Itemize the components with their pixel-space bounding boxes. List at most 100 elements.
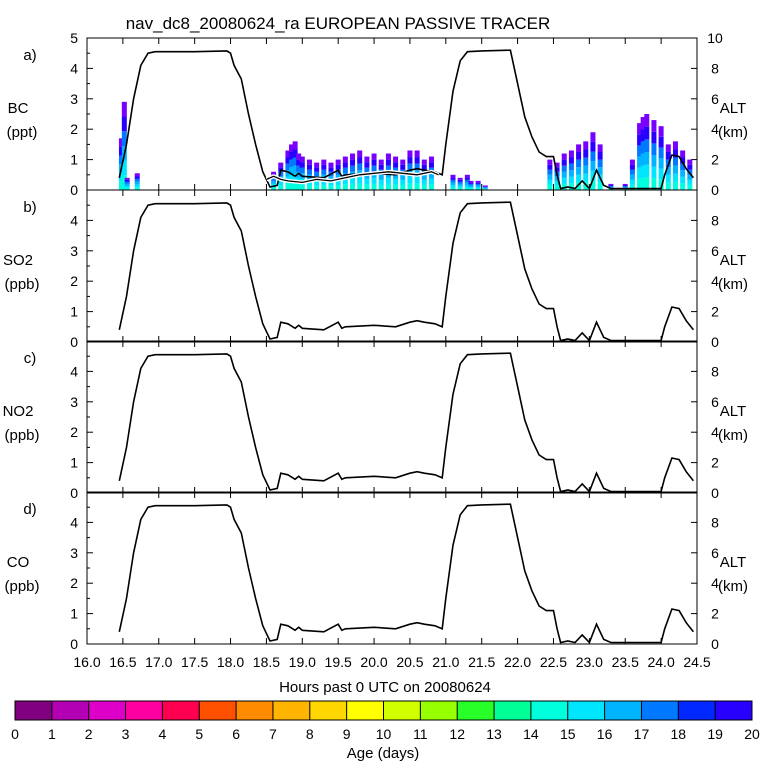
tracer-bar (651, 143, 657, 156)
tracer-bar (292, 165, 298, 174)
colorbar-swatch (420, 701, 458, 720)
tracer-bar (306, 184, 312, 190)
y-tick-label: 4 (70, 60, 78, 76)
colorbar-tick-label: 13 (486, 726, 502, 742)
tracer-bar (289, 167, 295, 175)
y2-tick-label: 4 (711, 424, 719, 440)
tracer-bar (576, 167, 582, 175)
tracer-bar (457, 181, 463, 184)
tracer-bar (299, 156, 305, 163)
x-tick-label: 24.0 (647, 654, 674, 670)
x-tick-label: 21.5 (468, 654, 495, 670)
tracer-bar (407, 176, 413, 184)
tracer-bar (468, 188, 474, 190)
tracer-bar (568, 157, 574, 164)
x-tick-label: 16.5 (109, 654, 136, 670)
y2-tick-label: 0 (711, 485, 719, 501)
x-tick-label: 23.5 (612, 654, 639, 670)
tracer-bar (568, 176, 574, 184)
y-tick-label: 2 (70, 424, 78, 440)
tracer-bar (371, 165, 377, 172)
tracer-bar (576, 159, 582, 168)
tracer-bar (672, 181, 678, 190)
y2-tick-label: 2 (711, 606, 719, 622)
colorbar-swatch (641, 701, 679, 720)
tracer-bar (665, 144, 671, 152)
tracer-bar (328, 167, 334, 172)
tracer-bar (637, 145, 643, 157)
tracer-bar (428, 162, 434, 168)
colorbar-tick-label: 0 (11, 726, 19, 742)
x-tick-label: 20.5 (396, 654, 423, 670)
altitude-line (118, 201, 695, 342)
tracer-bar (357, 163, 363, 171)
tracer-bar (134, 178, 140, 182)
tracer-bar (364, 162, 370, 168)
tracer-bar (457, 183, 463, 186)
tracer-bar (306, 159, 312, 165)
y-tick-label: 4 (70, 363, 78, 379)
tracer-bar (640, 165, 646, 178)
colorbar-tick-label: 5 (195, 726, 203, 742)
tracer-bar (640, 141, 646, 154)
tracer-bar (121, 131, 127, 146)
tracer-bar (665, 182, 671, 190)
tracer-bar (637, 123, 643, 135)
tracer-bar (583, 157, 589, 166)
y-axis-unit: (ppb) (4, 427, 39, 444)
chart-title: nav_dc8_20080624_ra EUROPEAN PASSIVE TRA… (126, 14, 551, 33)
tracer-bar (285, 163, 291, 171)
tracer-bar (328, 176, 334, 181)
panel-co: 0 1 2 3 4 0 2 4 6 8 d) CO (ppb) ALT (km) (4, 491, 748, 652)
tracer-bar (314, 167, 320, 172)
tracer-bar (457, 185, 463, 188)
tracer-bar (321, 164, 327, 170)
tracer-bar (680, 170, 686, 177)
tracer-bar (328, 185, 334, 190)
tracer-bar (629, 159, 635, 165)
colorbar-tick-label: 6 (232, 726, 240, 742)
y-tick-label: 1 (70, 152, 78, 168)
tracer-bar (644, 177, 650, 190)
tracer-bar (687, 184, 693, 190)
tracer-bar (547, 159, 553, 165)
tracer-bar (289, 144, 295, 152)
y2-tick-label: 2 (711, 304, 719, 320)
tracer-bar (482, 185, 488, 187)
tracer-bar (335, 184, 341, 190)
tracer-bar (278, 171, 284, 177)
y-tick-label: 5 (70, 30, 78, 46)
y2-axis-unit: (km) (718, 578, 748, 595)
tracer-bar (328, 180, 334, 186)
tracer-bar (350, 183, 356, 190)
tracer-bar (680, 183, 686, 190)
colorbar-swatch (383, 701, 421, 720)
tracer-bar (285, 157, 291, 164)
tracer-bar (475, 180, 481, 183)
tracer-bar (328, 162, 334, 168)
colorbar-tick-label: 4 (159, 726, 167, 742)
colorbar-tick-label: 17 (634, 726, 650, 742)
tracer-bar (278, 162, 284, 168)
altitude-line (118, 503, 695, 644)
colorbar-swatch (346, 701, 384, 720)
tracer-bar (590, 170, 596, 181)
tracer-bar (468, 185, 474, 187)
tracer-bar (568, 183, 574, 190)
tracer-bar (321, 169, 327, 175)
tracer-bar (622, 188, 628, 190)
tracer-bar (118, 138, 124, 147)
colorbar-swatch (125, 701, 163, 720)
tracer-bar (378, 164, 384, 170)
y-tick-label: 1 (70, 455, 78, 471)
tracer-bar (658, 158, 664, 169)
x-tick-label: 18.0 (217, 654, 244, 670)
tracer-bar (278, 185, 284, 190)
tracer-bar (644, 114, 650, 127)
tracer-bar (576, 182, 582, 190)
tracer-bar (121, 101, 127, 117)
tracer-bar (378, 159, 384, 165)
tracer-bar (134, 176, 140, 179)
tracer-bar (583, 181, 589, 190)
